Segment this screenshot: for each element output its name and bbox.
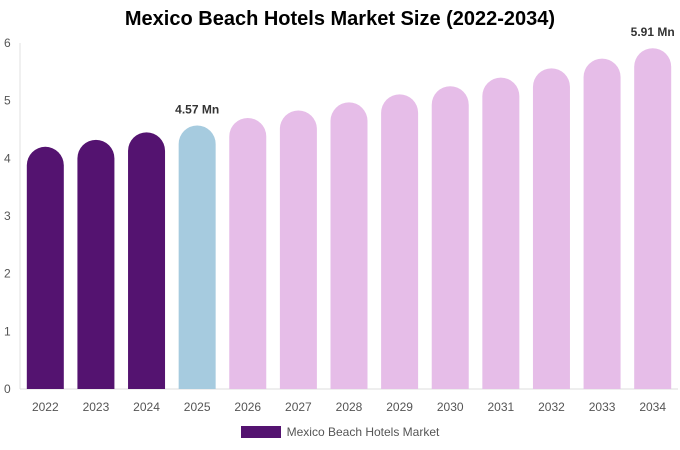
bar-2028 [330,102,368,389]
chart-title: Mexico Beach Hotels Market Size (2022-20… [124,8,556,30]
x-tick-label: 2030 [437,400,464,414]
bar-2034 [634,48,672,389]
bar-2027 [279,110,317,389]
x-tick-label: 2028 [336,400,363,414]
y-tick-label: 3 [4,209,11,223]
bar-2031 [482,77,520,389]
x-tick-label: 2029 [386,400,413,414]
x-tick-label: 2027 [285,400,312,414]
x-tick-label: 2034 [639,400,666,414]
bar-2030 [431,86,469,389]
bar-2022 [26,146,64,389]
data-label: 5.91 Mn [631,25,675,39]
y-tick-label: 4 [4,151,11,165]
x-tick-label: 2031 [487,400,514,414]
legend-label: Mexico Beach Hotels Market [286,425,440,439]
x-tick-label: 2032 [538,400,565,414]
legend-swatch [240,426,281,438]
bar-2029 [381,94,419,390]
legend: Mexico Beach Hotels Market [0,425,680,439]
x-tick-label: 2026 [234,400,261,414]
x-tick-label: 2025 [184,400,211,414]
x-tick-label: 2024 [133,400,160,414]
y-tick-label: 5 [4,94,11,108]
bar-2025 [178,125,216,389]
x-tick-label: 2033 [589,400,616,414]
bar-2032 [532,68,570,389]
data-label: 4.57 Mn [175,102,219,116]
y-tick-label: 6 [4,36,11,50]
x-tick-label: 2023 [83,400,110,414]
bar-2023 [77,139,115,389]
y-tick-label: 2 [4,267,11,281]
x-tick-label: 2022 [32,400,59,414]
y-tick-label: 1 [4,324,11,338]
bar-2033 [583,58,621,389]
bar-2024 [128,132,166,389]
y-tick-label: 0 [4,382,11,396]
bar-2026 [229,117,267,389]
